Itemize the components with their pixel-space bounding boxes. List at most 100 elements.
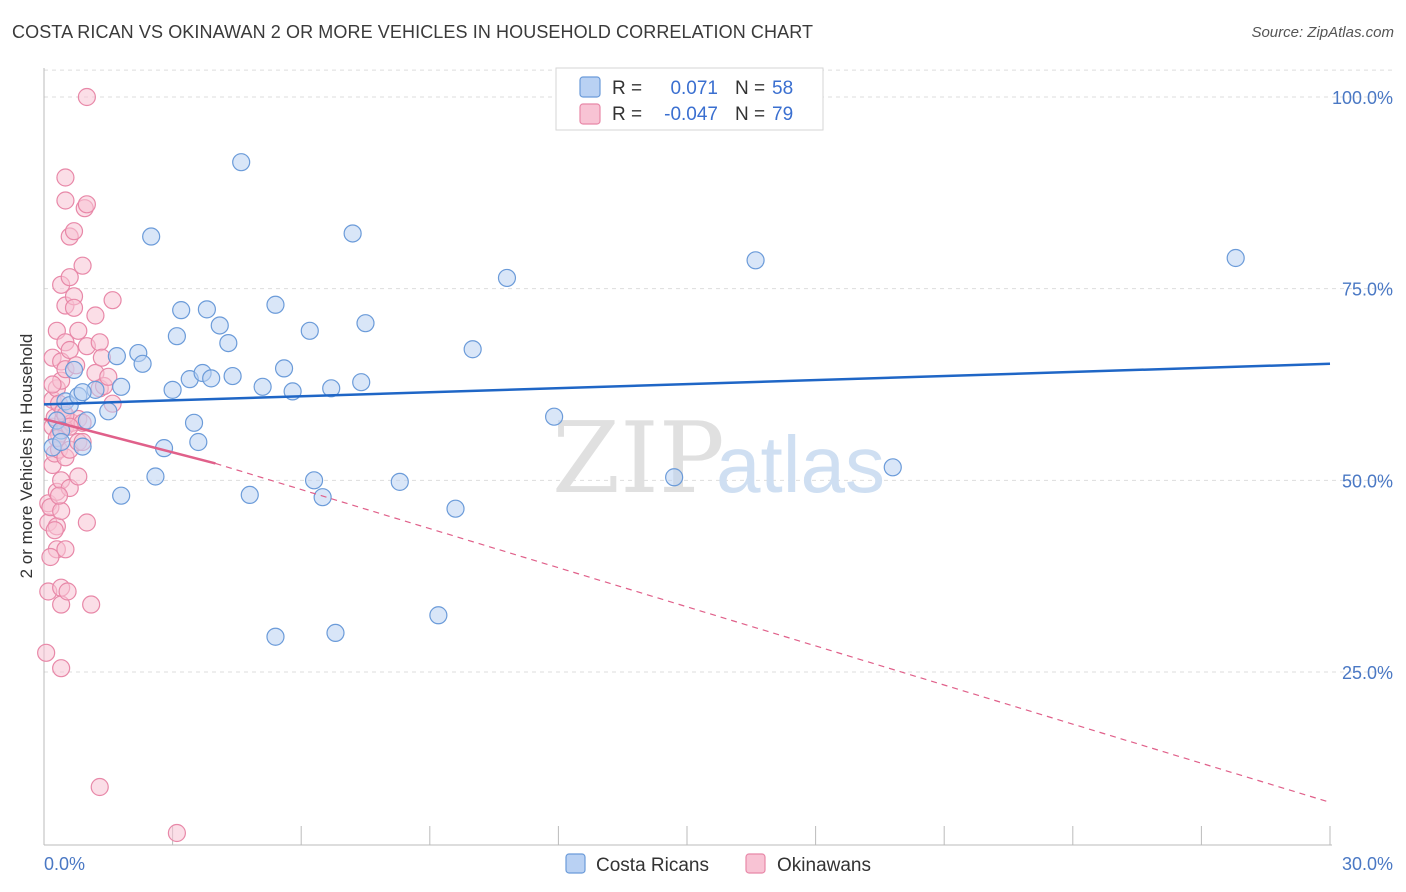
y-tick-label: 50.0% xyxy=(1342,471,1393,491)
scatter-point xyxy=(352,373,371,392)
scatter-point xyxy=(58,582,77,601)
scatter-point xyxy=(45,521,64,540)
scatter-point xyxy=(73,256,92,275)
scatter-point xyxy=(90,333,109,352)
scatter-point xyxy=(202,369,221,388)
scatter-point xyxy=(883,458,902,477)
scatter-point xyxy=(172,301,191,320)
scatter-point xyxy=(167,327,186,346)
scatter-point xyxy=(52,501,71,521)
okinawans-trend-extension xyxy=(215,462,1331,803)
y-tick-label: 75.0% xyxy=(1342,280,1393,300)
scatter-point xyxy=(232,153,251,172)
chart-title: COSTA RICAN VS OKINAWAN 2 OR MORE VEHICL… xyxy=(12,22,814,42)
scatter-point xyxy=(69,321,88,340)
scatter-point xyxy=(64,298,84,317)
scatter-point xyxy=(112,377,131,396)
scatter-point xyxy=(49,486,69,505)
scatter-point xyxy=(163,380,182,399)
scatter-point xyxy=(77,195,96,214)
scatter-point xyxy=(446,499,465,518)
x-tick-label-min: 0.0% xyxy=(44,854,85,874)
scatter-point xyxy=(240,485,259,504)
scatter-point xyxy=(56,540,75,559)
scatter-point xyxy=(253,377,272,396)
scatter-point xyxy=(184,413,204,432)
scatter-point xyxy=(69,467,88,486)
bottom-legend-okinawans: Okinawans xyxy=(777,855,871,876)
scatter-point xyxy=(189,432,208,452)
scatter-point xyxy=(77,87,96,107)
y-tick-labels: 25.0% 50.0% 75.0% 100.0% xyxy=(1332,88,1393,683)
scatter-point xyxy=(41,547,60,567)
scatter-point xyxy=(1226,248,1245,268)
scatter-point xyxy=(60,340,79,360)
y-tick-label: 100.0% xyxy=(1332,88,1393,108)
scatter-point xyxy=(266,295,285,314)
scatter-point xyxy=(429,606,448,625)
scatter-point xyxy=(274,359,294,378)
watermark-zip: ZIP xyxy=(552,402,725,516)
scatter-point xyxy=(64,360,84,380)
legend-n-label-0: N = xyxy=(735,78,765,99)
scatter-point xyxy=(82,595,101,614)
scatter-point xyxy=(107,347,126,366)
bottom-legend-swatch-costa-ricans xyxy=(565,853,586,874)
costa-ricans-points xyxy=(43,153,1245,646)
scatter-point xyxy=(545,407,564,426)
scatter-point xyxy=(90,777,109,797)
legend-n-value-1: 79 xyxy=(772,104,793,125)
scatter-point xyxy=(167,823,186,843)
scatter-point xyxy=(112,486,131,505)
axes xyxy=(43,68,1332,846)
legend-n-value-0: 58 xyxy=(772,78,793,99)
scatter-point xyxy=(77,513,96,532)
bottom-legend: Costa Ricans Okinawans xyxy=(565,853,871,876)
legend-r-value-1: -0.047 xyxy=(664,104,718,125)
scatter-point xyxy=(56,168,75,187)
scatter-point xyxy=(313,488,332,507)
scatter-point xyxy=(133,354,152,373)
scatter-point xyxy=(52,432,71,452)
scatter-point xyxy=(52,659,71,678)
scatter-point xyxy=(73,383,92,402)
scatter-point xyxy=(99,402,118,421)
scatter-point xyxy=(304,471,324,490)
scatter-point xyxy=(497,268,517,288)
scatter-point xyxy=(223,366,242,386)
scatter-point xyxy=(142,227,161,246)
scatter-point xyxy=(92,348,111,367)
okinawans-trend-line xyxy=(43,417,216,465)
legend: R = 0.071 N = 58 R = -0.047 N = 79 xyxy=(555,67,824,131)
scatter-point xyxy=(463,340,482,359)
scatter-point xyxy=(322,379,341,398)
scatter-point xyxy=(343,224,362,243)
x-tick-label-max: 30.0% xyxy=(1342,854,1393,874)
scatter-point xyxy=(64,222,84,241)
scatter-point xyxy=(326,623,345,643)
scatter-point xyxy=(300,321,319,340)
legend-r-label-1: R = xyxy=(612,104,642,125)
legend-swatch-pink xyxy=(579,103,601,125)
y-axis-label: 2 or more Vehicles in Household xyxy=(17,334,36,579)
scatter-point xyxy=(146,467,165,486)
scatter-point xyxy=(390,472,409,491)
scatter-point xyxy=(99,367,118,386)
scatter-point xyxy=(356,314,375,333)
okinawans-points xyxy=(37,87,186,843)
scatter-point xyxy=(665,468,684,487)
scatter-point xyxy=(219,334,238,353)
scatter-point xyxy=(197,300,216,319)
legend-r-value-0: 0.071 xyxy=(670,78,718,99)
scatter-point xyxy=(43,375,62,394)
scatter-point xyxy=(77,411,96,430)
legend-r-label-0: R = xyxy=(612,78,642,99)
source-label: Source: ZipAtlas.com xyxy=(1251,24,1394,41)
legend-swatch-blue xyxy=(579,76,601,98)
scatter-point xyxy=(266,627,285,646)
y-tick-label: 25.0% xyxy=(1342,663,1393,683)
watermark-atlas: atlas xyxy=(716,420,885,509)
scatter-point xyxy=(103,291,122,310)
scatter-point xyxy=(746,251,765,270)
costa-ricans-trend-line xyxy=(43,362,1331,406)
